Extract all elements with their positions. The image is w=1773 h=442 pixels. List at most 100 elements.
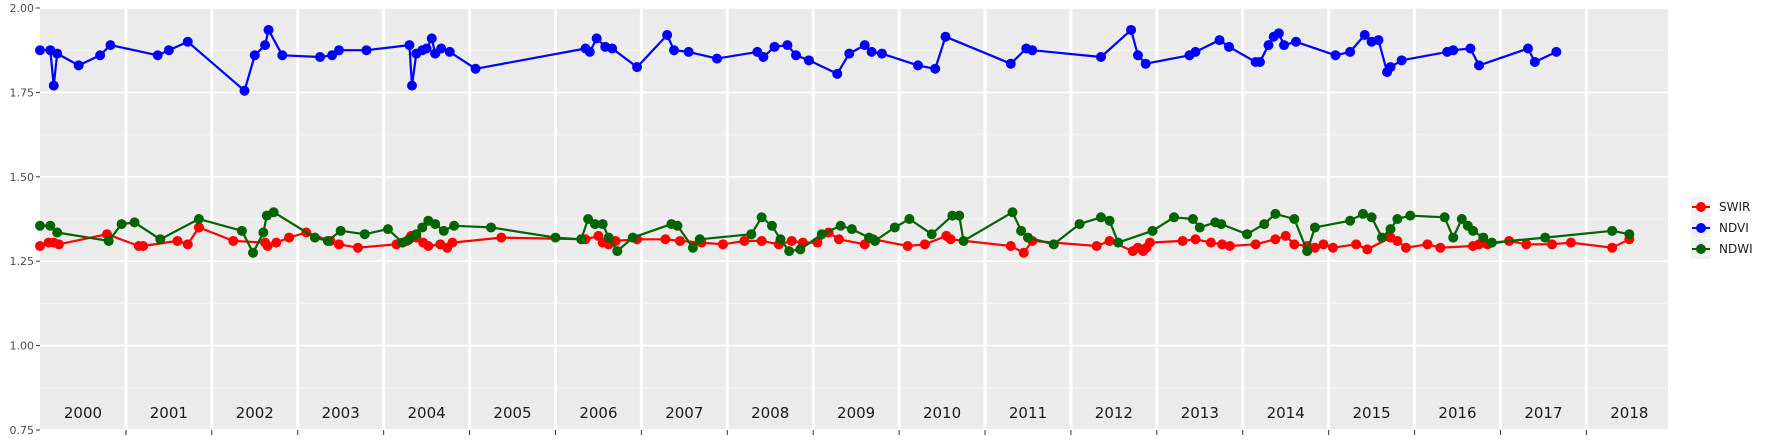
year-label: 2012 <box>1095 404 1133 422</box>
data-point-ndwi <box>438 225 449 236</box>
data-point-ndwi <box>248 247 259 258</box>
data-point-swir <box>284 232 295 243</box>
data-point-ndvi <box>1140 58 1151 69</box>
data-point-ndvi <box>913 60 924 71</box>
data-point-ndvi <box>844 48 855 59</box>
data-point-ndvi <box>1330 50 1341 61</box>
year-label: 2017 <box>1524 404 1562 422</box>
data-point-ndwi <box>193 214 204 224</box>
data-point-ndwi <box>583 214 594 224</box>
legend-item-ndvi: NDVI <box>1691 218 1749 238</box>
data-point-ndvi <box>876 48 887 59</box>
data-point-ndwi <box>1366 212 1377 223</box>
data-point-ndwi <box>486 222 497 233</box>
data-point-ndvi <box>769 41 780 52</box>
data-point-ndvi <box>1005 58 1016 69</box>
data-point-swir <box>423 241 434 252</box>
data-point-swir <box>496 232 507 243</box>
data-point-ndvi <box>277 50 288 61</box>
legend-key-point <box>1696 223 1706 233</box>
data-point-ndwi <box>958 235 969 246</box>
data-point-ndvi <box>1273 28 1284 39</box>
data-point-ndwi <box>155 234 166 245</box>
data-point-ndwi <box>116 219 127 230</box>
data-point-ndvi <box>52 48 63 59</box>
data-point-ndwi <box>926 229 937 240</box>
data-point-ndwi <box>1216 219 1227 230</box>
data-point-ndwi <box>1147 225 1158 236</box>
data-point-ndvi <box>632 62 643 73</box>
data-point-ndwi <box>1309 222 1320 233</box>
data-point-ndvi <box>866 46 877 57</box>
data-point-swir <box>1400 242 1411 253</box>
data-point-swir <box>1565 237 1576 248</box>
year-label: 2003 <box>322 404 360 422</box>
data-point-ndwi <box>1385 224 1396 235</box>
data-point-ndvi <box>1190 46 1201 57</box>
data-point-ndvi <box>1465 43 1476 54</box>
year-label: 2011 <box>1009 404 1047 422</box>
data-point-swir <box>333 239 344 250</box>
data-point-ndvi <box>669 45 680 56</box>
data-point-ndwi <box>756 212 767 223</box>
year-label: 2006 <box>579 404 617 422</box>
data-point-ndwi <box>1302 246 1313 257</box>
data-point-ndvi <box>1373 35 1384 46</box>
data-point-ndwi <box>236 225 247 236</box>
data-point-swir <box>1177 235 1188 246</box>
data-point-swir <box>1362 244 1373 255</box>
year-label: 2009 <box>837 404 875 422</box>
data-point-swir <box>1144 237 1155 248</box>
year-label: 2018 <box>1610 404 1648 422</box>
data-point-ndvi <box>182 36 193 47</box>
data-point-ndwi <box>322 235 333 246</box>
data-point-ndvi <box>1473 60 1484 71</box>
data-point-ndwi <box>597 219 608 230</box>
data-point-ndwi <box>687 242 698 253</box>
data-point-swir <box>1270 234 1281 245</box>
data-point-ndwi <box>1467 225 1478 236</box>
y-tick-label: 2.00 <box>10 2 35 15</box>
data-point-ndvi <box>1278 40 1289 51</box>
data-point-ndwi <box>1113 237 1124 248</box>
data-point-ndwi <box>1016 225 1027 236</box>
data-point-swir <box>1091 241 1102 252</box>
data-point-swir <box>1547 239 1558 250</box>
data-point-ndwi <box>889 222 900 233</box>
year-label: 2004 <box>408 404 446 422</box>
data-point-ndvi <box>249 50 260 61</box>
data-point-ndvi <box>361 45 372 56</box>
data-point-ndwi <box>449 220 460 231</box>
data-point-ndwi <box>129 217 140 228</box>
data-point-ndvi <box>1263 40 1274 51</box>
data-point-ndvi <box>1396 55 1407 66</box>
data-point-ndvi <box>607 43 618 54</box>
data-point-ndwi <box>1376 232 1387 243</box>
data-point-swir <box>1280 230 1291 241</box>
data-point-ndwi <box>1048 239 1059 250</box>
data-point-ndwi <box>627 232 638 243</box>
data-point-ndwi <box>417 222 428 233</box>
data-point-ndwi <box>870 235 881 246</box>
data-point-ndwi <box>1289 214 1300 224</box>
data-point-ndvi <box>662 30 673 41</box>
data-point-ndvi <box>35 45 45 56</box>
data-point-ndwi <box>1095 212 1106 223</box>
data-point-swir <box>1005 241 1016 252</box>
data-point-ndvi <box>152 50 163 61</box>
data-point-swir <box>1250 239 1261 250</box>
data-point-ndwi <box>1540 232 1551 243</box>
data-point-swir <box>919 239 930 250</box>
data-point-swir <box>1205 237 1216 248</box>
data-point-ndvi <box>263 24 274 35</box>
data-point-ndvi <box>421 43 432 54</box>
legend-item-ndwi: NDWI <box>1691 239 1753 259</box>
data-point-swir <box>1422 239 1433 250</box>
data-point-swir <box>1309 242 1320 253</box>
data-point-ndvi <box>803 55 814 66</box>
data-point-ndwi <box>1439 212 1450 223</box>
year-label: 2014 <box>1267 404 1305 422</box>
y-tick-label: 1.00 <box>10 340 35 353</box>
data-point-ndwi <box>550 232 561 243</box>
